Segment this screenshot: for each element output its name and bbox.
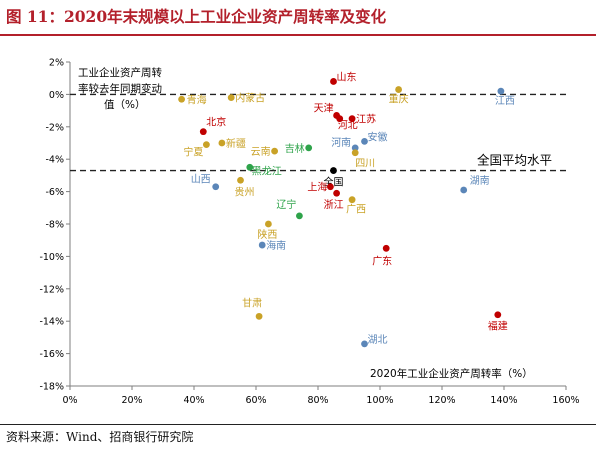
y-tick-label: 2% bbox=[49, 58, 64, 69]
y-tick-label: -14% bbox=[39, 317, 64, 328]
point-内蒙古 bbox=[227, 94, 235, 102]
title-rule bbox=[0, 34, 596, 36]
point-福建 bbox=[494, 311, 502, 319]
point-label: 天津 bbox=[314, 102, 334, 114]
point-云南 bbox=[271, 147, 278, 155]
y-tick-label: 0% bbox=[49, 90, 64, 101]
y-axis-title: 率较去年同期变动 bbox=[78, 82, 162, 95]
point-上海 bbox=[327, 183, 334, 191]
point-贵州 bbox=[237, 176, 244, 184]
point-全国 bbox=[330, 167, 337, 174]
point-湖北 bbox=[361, 340, 368, 348]
point-重庆 bbox=[395, 86, 402, 93]
point-label: 新疆 bbox=[226, 137, 246, 150]
point-label: 黑龙江 bbox=[252, 164, 282, 177]
y-tick-label: -18% bbox=[39, 382, 64, 393]
y-axis-title: 工业企业资产周转 bbox=[78, 66, 162, 79]
point-江西 bbox=[497, 87, 505, 95]
point-label: 内蒙古 bbox=[235, 92, 265, 105]
point-label: 山东 bbox=[337, 70, 357, 83]
x-tick-label: 140% bbox=[490, 395, 517, 406]
point-label: 四川 bbox=[355, 159, 375, 170]
point-山东 bbox=[330, 78, 337, 85]
point-广西 bbox=[348, 196, 356, 204]
point-label: 上海 bbox=[307, 181, 327, 194]
x-tick-label: 160% bbox=[552, 395, 579, 406]
x-tick-label: 20% bbox=[121, 395, 142, 406]
point-label: 贵州 bbox=[235, 185, 255, 198]
point-label: 海南 bbox=[266, 239, 286, 252]
point-北京 bbox=[199, 128, 207, 136]
point-label: 湖北 bbox=[368, 334, 388, 346]
axes bbox=[66, 61, 567, 390]
point-湖南 bbox=[460, 186, 468, 194]
point-江苏 bbox=[348, 115, 356, 123]
point-海南 bbox=[258, 241, 266, 249]
y-tick-label: -8% bbox=[46, 220, 65, 231]
point-辽宁 bbox=[296, 212, 303, 220]
point-label: 江西 bbox=[495, 95, 515, 107]
x-axis-title: 2020年工业企业资产周转率（%） bbox=[370, 367, 533, 380]
point-山西 bbox=[212, 183, 220, 191]
national-average-label: 全国平均水平 bbox=[477, 153, 552, 168]
point-label: 宁夏 bbox=[183, 146, 203, 159]
point-吉林 bbox=[305, 144, 313, 152]
y-tick-label: -6% bbox=[46, 187, 65, 198]
x-tick-label: 120% bbox=[428, 395, 455, 406]
point-河北 bbox=[336, 115, 344, 123]
y-tick-label: -2% bbox=[46, 122, 65, 133]
point-四川 bbox=[351, 149, 359, 157]
source-note: 资料来源：Wind、招商银行研究院 bbox=[6, 430, 194, 444]
point-广东 bbox=[382, 244, 390, 252]
point-陕西 bbox=[265, 220, 272, 228]
point-label: 陕西 bbox=[257, 228, 277, 241]
x-tick-label: 80% bbox=[307, 395, 328, 406]
point-label: 吉林 bbox=[285, 142, 305, 155]
point-label: 云南 bbox=[251, 145, 271, 158]
point-安徽 bbox=[361, 137, 368, 145]
point-河南 bbox=[351, 144, 359, 152]
point-label: 浙江 bbox=[324, 199, 344, 211]
x-tick-label: 60% bbox=[245, 395, 266, 406]
point-黑龙江 bbox=[246, 163, 254, 171]
y-tick-label: -12% bbox=[39, 284, 64, 295]
point-label: 广西 bbox=[346, 204, 366, 216]
y-tick-label: -16% bbox=[39, 349, 64, 360]
point-label: 安徽 bbox=[368, 130, 388, 143]
figure-title: 图 11：2020年末规模以上工业企业资产周转率及变化 bbox=[6, 7, 387, 26]
point-青海 bbox=[178, 95, 186, 103]
y-tick-label: -4% bbox=[46, 155, 65, 166]
point-label: 河北 bbox=[338, 120, 358, 132]
point-label: 北京 bbox=[206, 116, 226, 129]
point-label: 重庆 bbox=[389, 93, 409, 106]
point-label: 山西 bbox=[191, 174, 211, 186]
source-rule bbox=[0, 424, 596, 425]
tick-labels: 2% 0% -2% -4% -6% -8% -10% -12% -14% -16% -18% 0% 20… bbox=[39, 58, 579, 407]
point-label: 广东 bbox=[372, 254, 392, 267]
point-label: 河南 bbox=[331, 136, 351, 149]
point-label: 甘肃 bbox=[242, 296, 262, 309]
point-新疆 bbox=[218, 139, 226, 147]
point-label: 青海 bbox=[187, 93, 207, 106]
point-label: 福建 bbox=[488, 320, 508, 333]
y-axis-title: 值（%） bbox=[104, 98, 145, 111]
x-tick-label: 0% bbox=[62, 395, 77, 406]
point-浙江 bbox=[333, 189, 340, 197]
x-tick-label: 40% bbox=[183, 395, 204, 406]
point-label: 辽宁 bbox=[276, 198, 296, 211]
x-tick-label: 100% bbox=[366, 395, 393, 406]
y-tick-label: -10% bbox=[39, 252, 64, 263]
point-label: 湖南 bbox=[470, 174, 490, 187]
point-甘肃 bbox=[255, 312, 263, 320]
point-label: 江苏 bbox=[356, 113, 376, 126]
point-宁夏 bbox=[203, 141, 210, 149]
reference-line-group: 全国平均水平 bbox=[70, 153, 566, 172]
